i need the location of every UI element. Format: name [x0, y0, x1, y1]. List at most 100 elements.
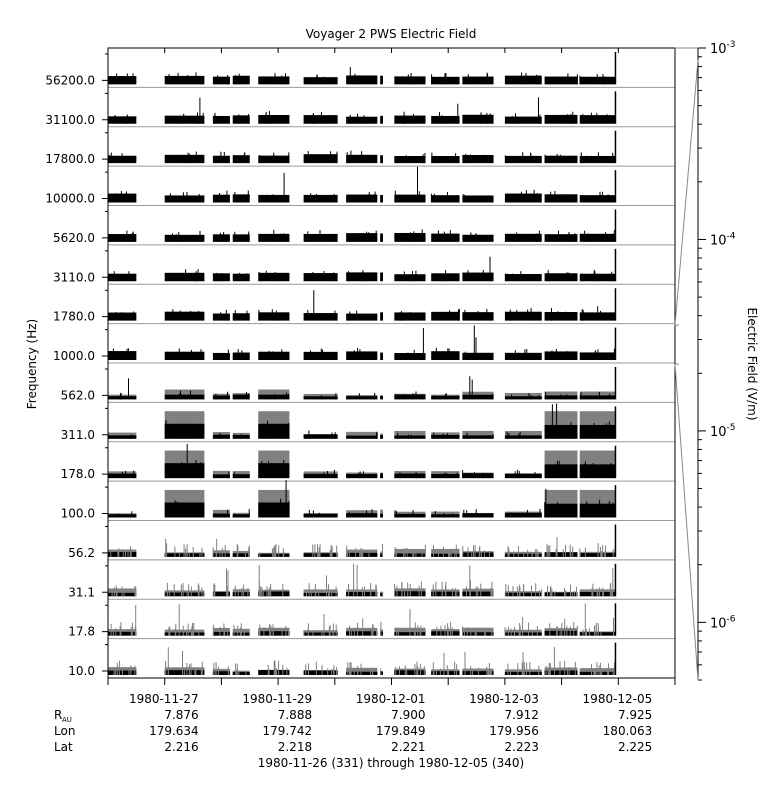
average-band: [164, 502, 205, 518]
average-band: [303, 154, 338, 164]
field-spikes: [310, 348, 323, 360]
channel-panel: [108, 209, 617, 242]
field-spikes: [462, 470, 484, 479]
field-spikes: [514, 469, 536, 479]
channel-panel: [108, 166, 617, 203]
ephemeris-row-sublabel: AU: [62, 716, 72, 724]
average-band: [380, 155, 383, 164]
ephemeris-value: 179.956: [489, 724, 539, 738]
average-band: [431, 115, 460, 124]
field-spikes: [349, 67, 361, 85]
field-spikes: [259, 544, 285, 557]
channel-panel: [108, 603, 617, 636]
average-band: [380, 473, 383, 479]
average-band: [394, 513, 426, 518]
average-band: [232, 273, 250, 282]
field-spikes: [594, 348, 615, 360]
colorbar: 10-3 10-4 10-5 10-6: [674, 40, 736, 681]
colorbar-tick-label: 10-4: [710, 231, 736, 248]
field-spikes: [222, 509, 229, 518]
field-spikes: [376, 431, 378, 439]
frequency-tick-label: 5620.0: [53, 231, 95, 245]
average-band: [579, 273, 616, 282]
field-spikes: [259, 152, 290, 164]
field-spikes: [222, 349, 229, 360]
chart-title: Voyager 2 PWS Electric Field: [306, 27, 477, 41]
time-tick-label: 1980-12-01: [356, 692, 426, 706]
field-spikes: [582, 603, 614, 636]
field-spikes: [397, 432, 412, 439]
field-spikes: [274, 392, 289, 400]
average-band: [346, 473, 378, 479]
field-spikes: [303, 614, 337, 636]
average-band: [394, 115, 426, 124]
average-band: [380, 312, 383, 321]
average-band: [579, 632, 616, 636]
field-spikes: [312, 544, 338, 557]
field-spikes: [258, 623, 289, 636]
frequency-tick-label: 56.2: [68, 546, 95, 560]
peak-band: [258, 389, 290, 400]
time-tick-label: 1980-12-05: [583, 692, 653, 706]
field-spikes: [449, 308, 460, 321]
field-spikes: [544, 488, 559, 518]
peak-band: [164, 389, 205, 400]
field-spikes: [504, 271, 522, 282]
average-band: [108, 396, 137, 400]
date-range-label: 1980-11-26 (331) through 1980-12-05 (340…: [258, 756, 524, 770]
channel-panel: [108, 367, 617, 400]
ephemeris-value: 2.218: [278, 740, 312, 754]
field-spikes: [307, 230, 336, 242]
field-spikes: [432, 581, 458, 597]
channel-panel: [108, 524, 617, 557]
field-spikes: [505, 583, 543, 597]
field-spikes: [436, 622, 453, 636]
ephemeris-value: 7.876: [164, 708, 198, 722]
field-spikes: [551, 403, 572, 439]
ephemeris-value: 2.216: [164, 740, 198, 754]
ephemeris-row-label: Lat: [54, 740, 73, 754]
average-band: [346, 233, 378, 242]
average-band: [431, 473, 460, 479]
field-spikes: [395, 661, 425, 675]
field-spikes: [464, 651, 492, 675]
peak-band: [504, 430, 542, 439]
field-spikes: [237, 349, 243, 360]
field-spikes: [430, 192, 448, 203]
average-band: [258, 394, 290, 400]
field-spikes: [511, 393, 540, 400]
field-spikes: [267, 420, 290, 439]
field-spikes: [112, 348, 129, 360]
average-band: [164, 423, 205, 439]
average-band: [462, 473, 494, 479]
ephemeris-value: 2.223: [505, 740, 539, 754]
average-band: [108, 351, 137, 360]
field-spikes: [307, 151, 338, 164]
average-band: [579, 424, 616, 439]
field-spikes: [238, 114, 249, 124]
field-spikes: [213, 568, 229, 597]
average-band: [579, 671, 616, 675]
field-spikes: [399, 472, 418, 479]
field-spikes: [506, 431, 521, 439]
frequency-tick-label: 178.0: [61, 467, 95, 481]
field-spikes: [238, 273, 248, 282]
average-band: [431, 351, 460, 360]
field-spikes: [504, 617, 538, 636]
field-spikes: [268, 349, 283, 360]
field-spikes: [108, 152, 123, 164]
average-band: [380, 115, 383, 124]
average-band: [164, 154, 205, 164]
average-band: [431, 434, 460, 439]
field-spikes: [402, 111, 414, 124]
average-band: [504, 155, 542, 164]
average-band: [394, 435, 426, 439]
field-spikes: [111, 585, 137, 597]
average-band: [462, 632, 494, 636]
channel-panel: [108, 563, 617, 597]
average-band: [303, 313, 338, 321]
average-band: [346, 272, 378, 282]
average-band: [544, 155, 578, 164]
average-band: [303, 115, 338, 124]
average-band: [212, 592, 230, 597]
